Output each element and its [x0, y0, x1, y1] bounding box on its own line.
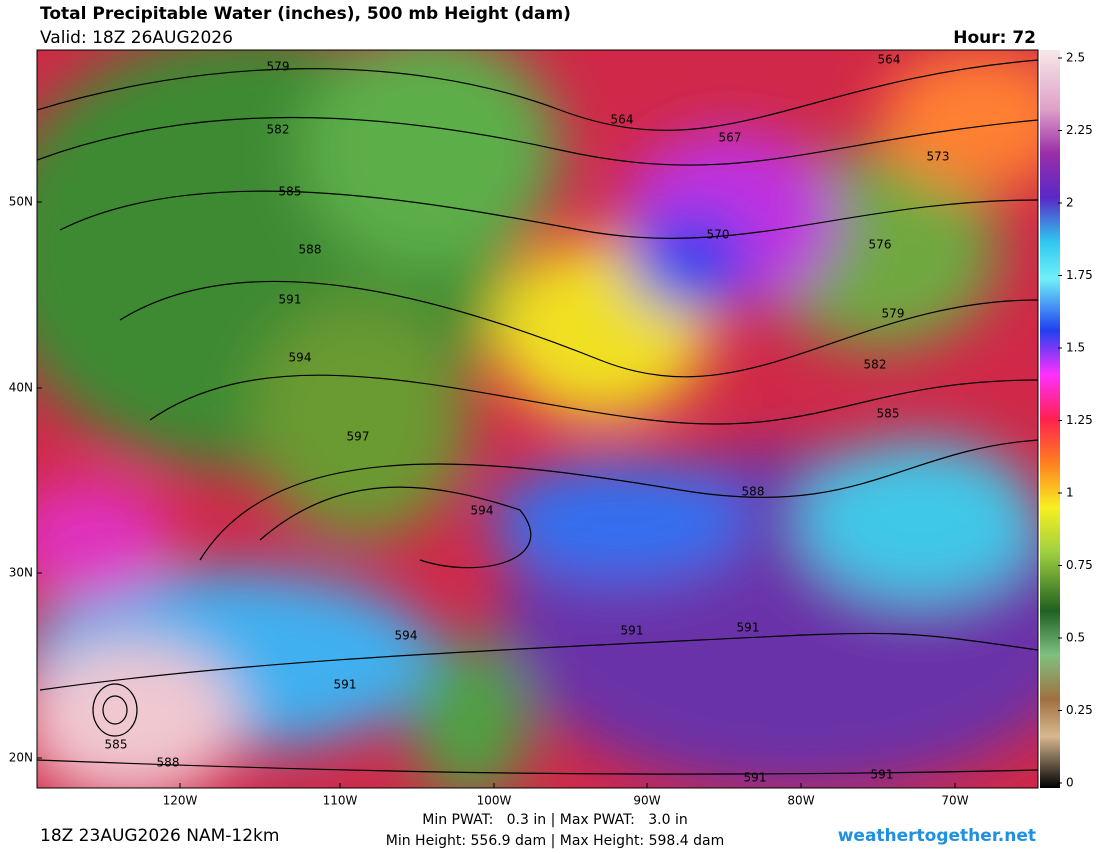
map-frame	[36, 49, 1039, 789]
lon-label: 100W	[477, 794, 512, 808]
colorbar-label: 2.25	[1066, 123, 1093, 137]
contour-label: 582	[267, 123, 290, 137]
height-range: Min Height: 556.9 dam | Max Height: 598.…	[386, 833, 724, 849]
colorbar-label: 1.25	[1066, 413, 1093, 427]
pwat-range: Min PWAT: 0.3 in | Max PWAT: 3.0 in	[422, 812, 687, 828]
contour-label: 588	[299, 243, 322, 257]
contour-label: 588	[157, 756, 180, 770]
contour-label: 597	[347, 430, 370, 444]
contour-label: 582	[864, 358, 887, 372]
contour-label: 591	[744, 771, 767, 785]
map-field	[37, 50, 1038, 788]
contour-label: 567	[719, 131, 742, 145]
height-contours	[37, 59, 1038, 775]
contour-label: 573	[927, 150, 950, 164]
lat-label: 20N	[9, 751, 33, 765]
contour-label: 591	[279, 293, 302, 307]
colorbar-label: 1.75	[1066, 268, 1093, 282]
contour-label: 576	[869, 238, 892, 252]
contour-label: 585	[279, 185, 302, 199]
colorbar-label: 0.5	[1066, 631, 1085, 645]
lat-label: 50N	[9, 195, 33, 209]
contour-label: 591	[621, 624, 644, 638]
contour-label: 564	[611, 113, 634, 127]
contour-label: 579	[882, 307, 905, 321]
colorbar-label: 1.5	[1066, 341, 1085, 355]
lat-label: 30N	[9, 566, 33, 580]
colorbar-label: 0.75	[1066, 558, 1093, 572]
contour-label: 591	[737, 621, 760, 635]
colorbar	[1040, 50, 1060, 788]
contour-label: 594	[471, 504, 494, 518]
lon-label: 80W	[787, 794, 814, 808]
colorbar-label: 1	[1066, 486, 1074, 500]
contour-label: 579	[267, 60, 290, 74]
lon-label: 70W	[941, 794, 968, 808]
colorbar-label: 2.5	[1066, 51, 1085, 65]
lon-label: 90W	[633, 794, 660, 808]
contour-label: 564	[878, 53, 901, 67]
contour-label: 588	[742, 485, 765, 499]
contour-label: 591	[871, 768, 894, 782]
forecast-hour: Hour: 72	[953, 28, 1036, 48]
contour-label: 594	[395, 629, 418, 643]
lat-label: 40N	[9, 381, 33, 395]
contour-label: 594	[289, 351, 312, 365]
contour-label: 570	[707, 228, 730, 242]
colorbar-label: 2	[1066, 196, 1074, 210]
contour-label: 585	[105, 738, 128, 752]
site-credit: weathertogether.net	[838, 826, 1036, 846]
colorbar-label: 0	[1066, 776, 1074, 790]
lon-label: 120W	[163, 794, 198, 808]
model-run: 18Z 23AUG2026 NAM-12km	[40, 826, 279, 846]
colorbar-label: 0.25	[1066, 703, 1093, 717]
valid-time: Valid: 18Z 26AUG2026	[40, 28, 233, 48]
contour-label: 591	[334, 678, 357, 692]
title: Total Precipitable Water (inches), 500 m…	[40, 4, 571, 24]
lon-label: 110W	[323, 794, 358, 808]
contour-label: 585	[877, 407, 900, 421]
